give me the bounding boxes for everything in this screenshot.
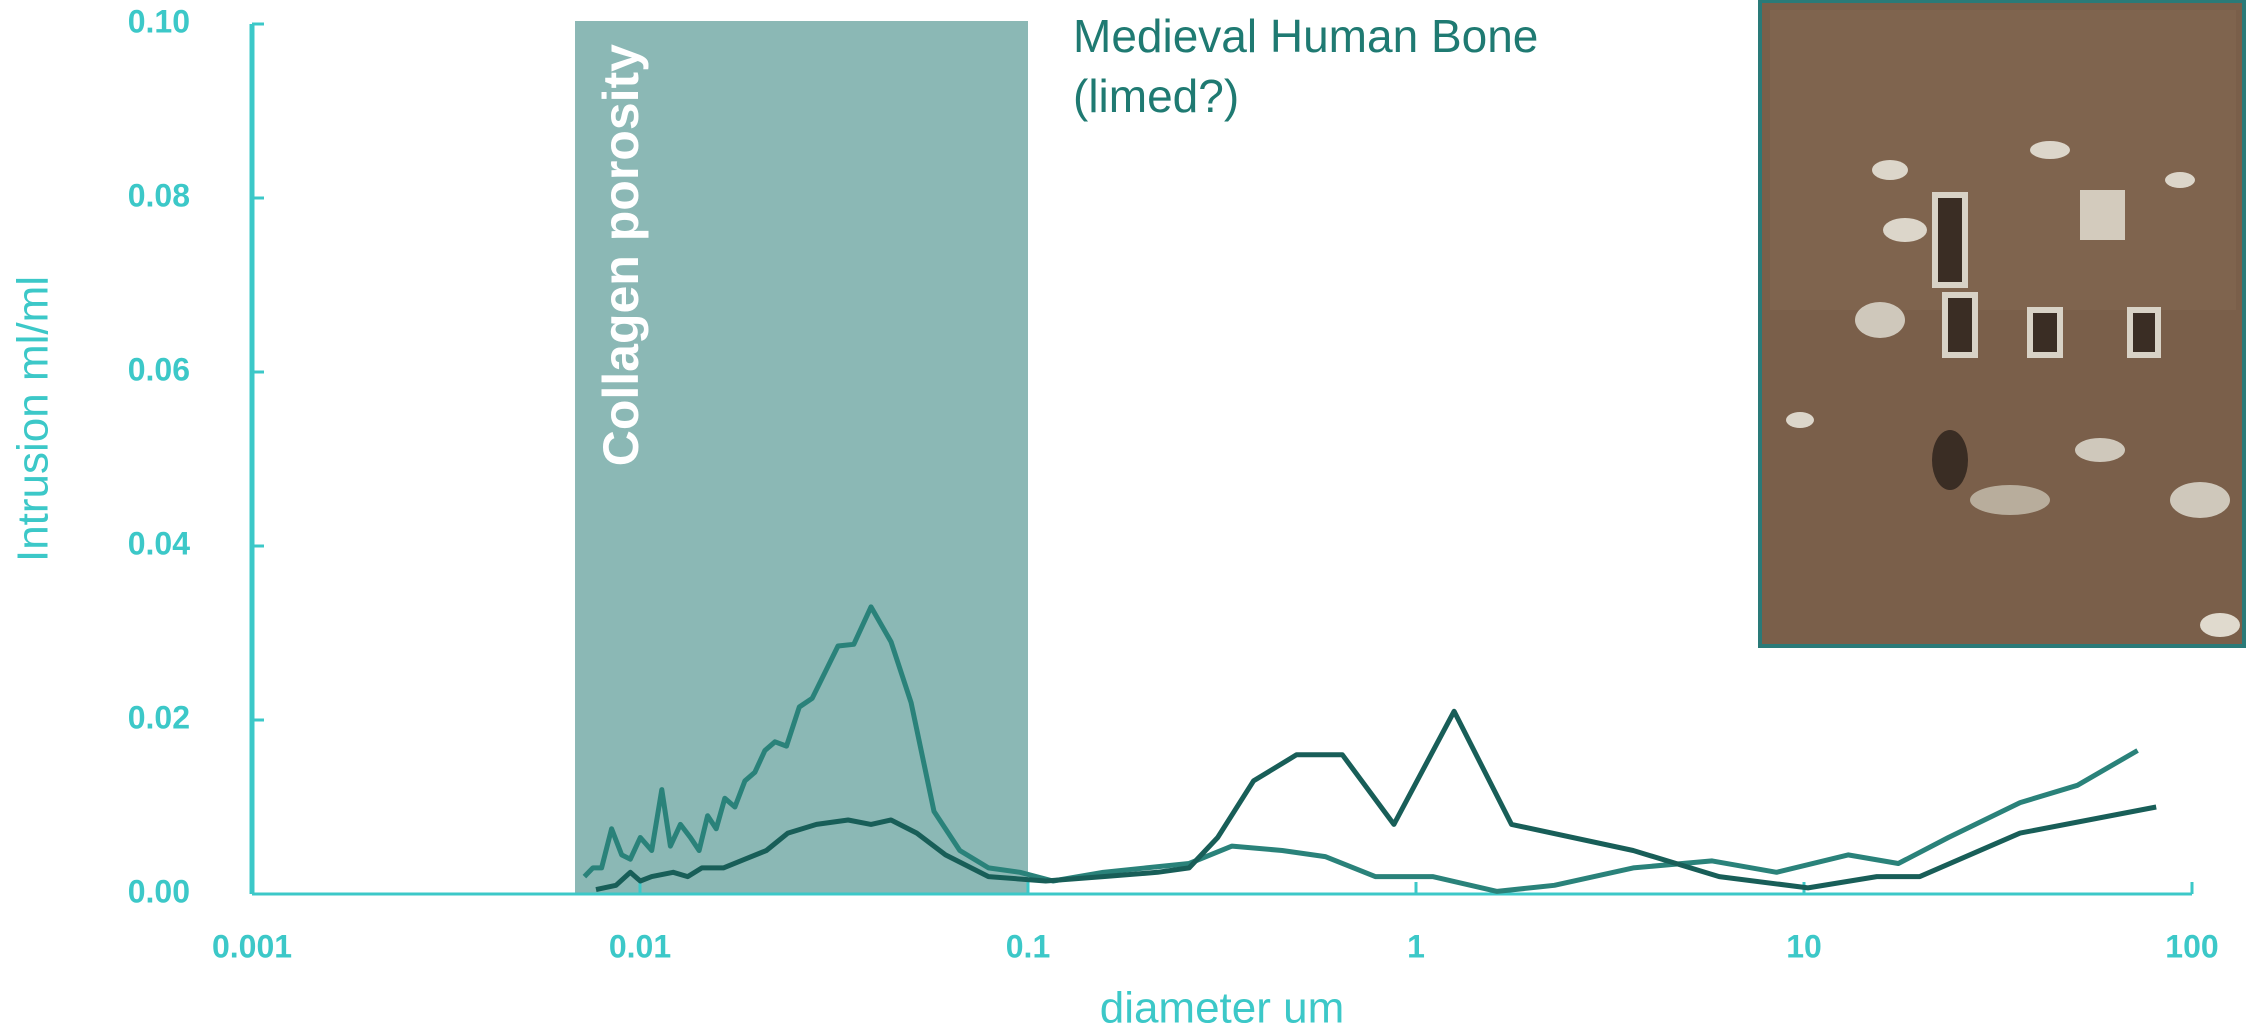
x-tick-label: 0.001 — [212, 928, 292, 964]
y-tick-label: 0.10 — [128, 3, 190, 39]
data-line — [582, 604, 2139, 894]
x-tick-label: 10 — [1786, 928, 1822, 964]
data-line — [595, 708, 2157, 893]
y-tick-label: 0.00 — [128, 873, 190, 909]
y-tick-label: 0.02 — [128, 699, 190, 735]
y-tick-label: 0.04 — [128, 525, 190, 561]
shaded-region — [575, 21, 1028, 894]
y-axis-label: Intrusion ml/ml — [9, 276, 58, 562]
x-tick-label: 100 — [2165, 928, 2218, 964]
annotation: (limed?) — [1073, 70, 1239, 122]
x-axis-label: diameter um — [1100, 984, 1345, 1033]
x-tick-label: 0.1 — [1006, 928, 1050, 964]
x-tick-label: 0.01 — [609, 928, 671, 964]
annotation: Medieval Human Bone — [1073, 10, 1538, 62]
y-tick-label: 0.08 — [128, 177, 190, 213]
region-label: Collagen porosity — [593, 44, 649, 466]
y-tick-label: 0.06 — [128, 351, 190, 387]
photo — [1758, 0, 2246, 648]
x-tick-label: 1 — [1407, 928, 1425, 964]
